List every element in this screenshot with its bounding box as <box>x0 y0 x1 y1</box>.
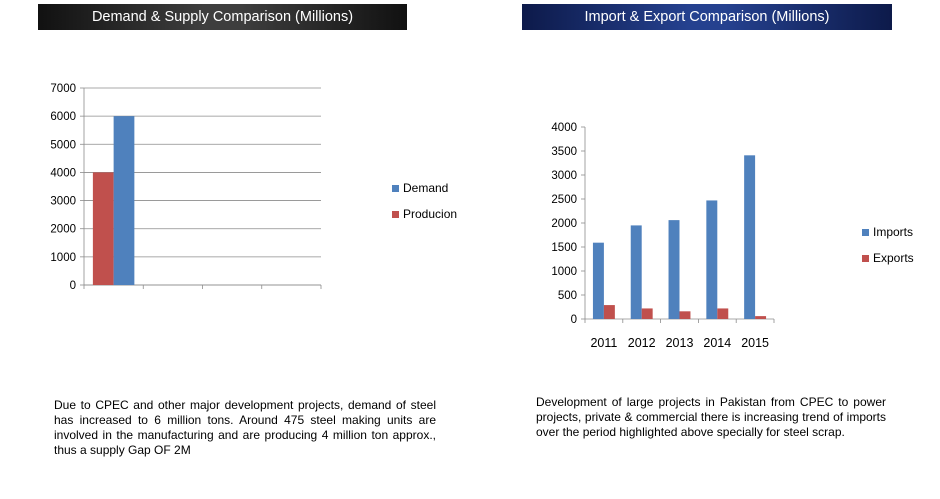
bar-imports-2015 <box>744 155 756 319</box>
bar-exports-2015 <box>755 316 767 319</box>
demand-supply-caption: Due to CPEC and other major development … <box>54 398 436 457</box>
legend-label-producion: Producion <box>403 207 457 221</box>
y-tick-label: 2500 <box>551 194 577 206</box>
legend-label-imports: Imports <box>873 225 913 239</box>
x-tick-label: 2013 <box>666 336 694 350</box>
legend-swatch-producion <box>392 211 399 218</box>
y-tick-label: 6000 <box>50 111 76 123</box>
y-tick-label: 0 <box>571 314 577 326</box>
y-tick-label: 7000 <box>50 83 76 95</box>
legend-swatch-exports <box>862 255 869 262</box>
y-tick-label: 0 <box>70 280 76 292</box>
bar-demand <box>113 116 135 286</box>
y-tick-label: 1000 <box>551 266 577 278</box>
bar-imports-2012 <box>630 225 642 319</box>
import-export-caption: Development of large projects in Pakista… <box>536 395 886 439</box>
y-tick-label: 5000 <box>50 139 76 151</box>
y-tick-label: 2000 <box>551 218 577 230</box>
bar-exports-2013 <box>679 311 691 319</box>
y-tick-label: 2000 <box>50 224 76 236</box>
y-tick-label: 500 <box>558 290 577 302</box>
bar-producion <box>92 172 114 285</box>
bar-imports-2014 <box>706 200 718 319</box>
y-tick-label: 3000 <box>50 196 76 208</box>
x-tick-label: 2011 <box>590 336 617 350</box>
y-tick-label: 3000 <box>551 170 577 182</box>
bar-exports-2012 <box>641 308 653 319</box>
chart-title-demand-supply: Demand & Supply Comparison (Millions) <box>38 4 407 30</box>
chart-title-import-export: Import & Export Comparison (Millions) <box>522 4 892 30</box>
y-tick-label: 4000 <box>551 122 577 134</box>
bar-exports-2014 <box>717 308 729 319</box>
y-tick-label: 1000 <box>50 252 76 264</box>
bar-imports-2013 <box>668 220 680 319</box>
legend-swatch-imports <box>862 229 869 236</box>
x-tick-label: 2015 <box>741 336 769 350</box>
bar-exports-2011 <box>603 305 615 319</box>
legend-label-exports: Exports <box>873 251 914 265</box>
y-tick-label: 3500 <box>551 146 577 158</box>
y-tick-label: 1500 <box>551 242 577 254</box>
legend-swatch-demand <box>392 185 399 192</box>
x-tick-label: 2012 <box>628 336 656 350</box>
y-tick-label: 4000 <box>50 167 76 179</box>
bar-imports-2011 <box>592 242 604 319</box>
legend-label-demand: Demand <box>403 181 448 195</box>
x-tick-label: 2014 <box>703 336 731 350</box>
